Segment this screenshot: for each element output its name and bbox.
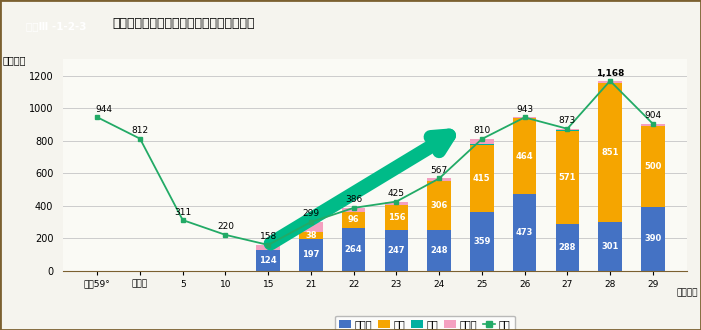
Bar — [385, 202, 408, 205]
Bar — [513, 117, 536, 118]
Bar — [428, 179, 451, 181]
Bar — [641, 126, 665, 207]
Bar — [599, 222, 622, 271]
Text: 425: 425 — [388, 189, 405, 198]
Text: 124: 124 — [259, 256, 277, 265]
Text: 197: 197 — [302, 250, 320, 259]
Text: 299: 299 — [302, 210, 320, 218]
Text: 158: 158 — [259, 232, 277, 241]
Text: （年度）: （年度） — [676, 288, 697, 297]
Text: 359: 359 — [473, 237, 491, 246]
Text: 873: 873 — [559, 116, 576, 125]
Text: 851: 851 — [601, 148, 619, 157]
Text: 567: 567 — [430, 166, 448, 175]
Bar — [257, 245, 280, 250]
Text: 96: 96 — [348, 215, 360, 224]
Text: 810: 810 — [473, 126, 491, 135]
Bar — [599, 83, 622, 222]
Bar — [428, 230, 451, 271]
Bar — [641, 207, 665, 271]
Bar — [428, 181, 451, 230]
Text: 390: 390 — [644, 234, 662, 244]
Bar — [470, 144, 494, 145]
Bar — [470, 212, 494, 271]
Text: 264: 264 — [345, 245, 362, 254]
Text: 1,168: 1,168 — [596, 69, 625, 78]
Bar — [385, 205, 408, 230]
Bar — [342, 228, 365, 271]
Bar — [513, 118, 536, 194]
Legend: ロシア, 中国, 台湾, その他, 合計: ロシア, 中国, 台湾, その他, 合計 — [335, 315, 515, 330]
Bar — [385, 230, 408, 271]
Bar — [342, 208, 365, 212]
Bar — [257, 250, 280, 271]
Text: 288: 288 — [559, 243, 576, 252]
Text: 415: 415 — [473, 174, 491, 183]
Text: 248: 248 — [430, 246, 448, 255]
Bar — [556, 129, 579, 130]
Text: 306: 306 — [430, 201, 448, 210]
Bar — [556, 130, 579, 131]
Text: 386: 386 — [345, 195, 362, 204]
Bar — [299, 232, 322, 239]
Text: 301: 301 — [601, 242, 619, 251]
Text: 247: 247 — [388, 246, 405, 255]
Bar — [299, 222, 322, 232]
Text: 812: 812 — [132, 126, 149, 135]
Text: 571: 571 — [559, 173, 576, 182]
Text: 464: 464 — [516, 151, 533, 161]
Text: 38: 38 — [305, 231, 317, 240]
Text: 943: 943 — [516, 105, 533, 114]
Text: 156: 156 — [388, 213, 405, 222]
Bar — [342, 212, 365, 228]
Text: 904: 904 — [644, 111, 661, 120]
Text: 944: 944 — [95, 105, 112, 114]
Bar — [556, 131, 579, 224]
Text: 冷戦期以降の緊急発進実施回数とその内訳: 冷戦期以降の緊急発進実施回数とその内訳 — [112, 16, 254, 30]
Y-axis label: （回数）: （回数） — [2, 55, 26, 65]
Bar — [513, 194, 536, 271]
Bar — [599, 81, 622, 83]
Bar — [470, 139, 494, 144]
Text: 311: 311 — [174, 208, 191, 216]
Bar — [556, 224, 579, 271]
Bar — [470, 145, 494, 212]
Bar — [641, 124, 665, 126]
Bar — [299, 239, 322, 271]
Text: 図表Ⅲ -1-2-3: 図表Ⅲ -1-2-3 — [26, 21, 86, 31]
Text: 473: 473 — [516, 228, 533, 237]
Text: 500: 500 — [644, 162, 662, 171]
Text: 220: 220 — [217, 222, 234, 231]
